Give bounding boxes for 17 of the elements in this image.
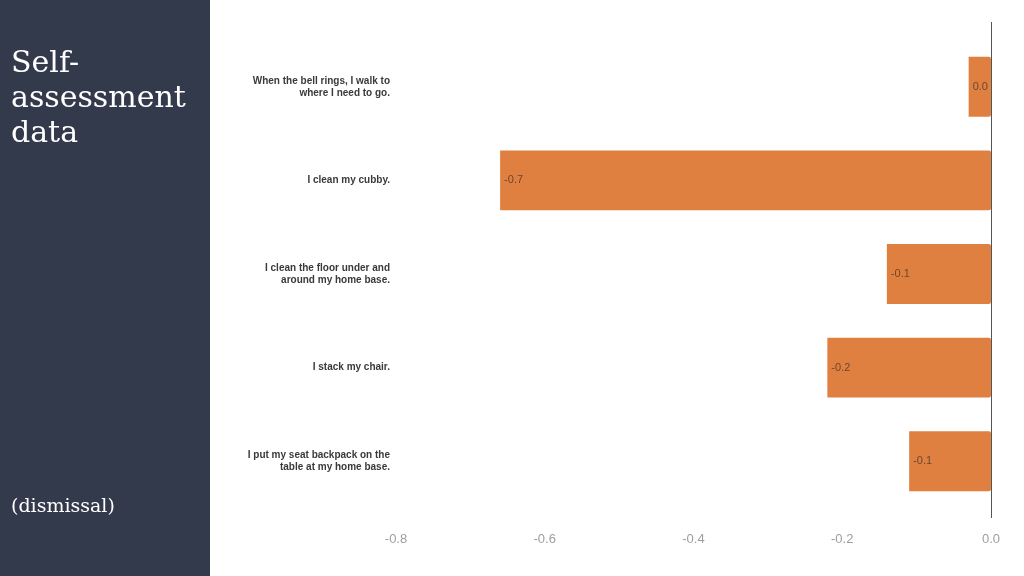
text: Self-assessment data xyxy=(11,44,187,149)
y-tick-label: I stack my chair. xyxy=(312,361,391,373)
y-tick-label: I clean my cubby. xyxy=(307,174,391,186)
data-label: -0.1 xyxy=(890,267,910,280)
data-label: -0.7 xyxy=(504,173,524,186)
x-tick-label: -0.6 xyxy=(533,531,556,547)
x-tick-label: -0.2 xyxy=(831,531,854,547)
data-label: -0.2 xyxy=(831,360,851,373)
x-tick-label: -0.8 xyxy=(384,531,408,547)
data-label: 0.0 xyxy=(972,79,988,92)
y-tick-label: When the bell rings, I walk to where I need to go. xyxy=(252,74,391,98)
data-label: -0.1 xyxy=(913,454,933,467)
x-tick-label: 0.0 xyxy=(981,531,1000,547)
y-tick-label: I clean the floor under and around my home base. xyxy=(264,261,391,285)
text: (dismissal) xyxy=(11,493,115,518)
x-tick-label: -0.4 xyxy=(682,531,705,547)
y-tick-label: I put my seat backpack on the table at my home base. xyxy=(247,448,391,472)
